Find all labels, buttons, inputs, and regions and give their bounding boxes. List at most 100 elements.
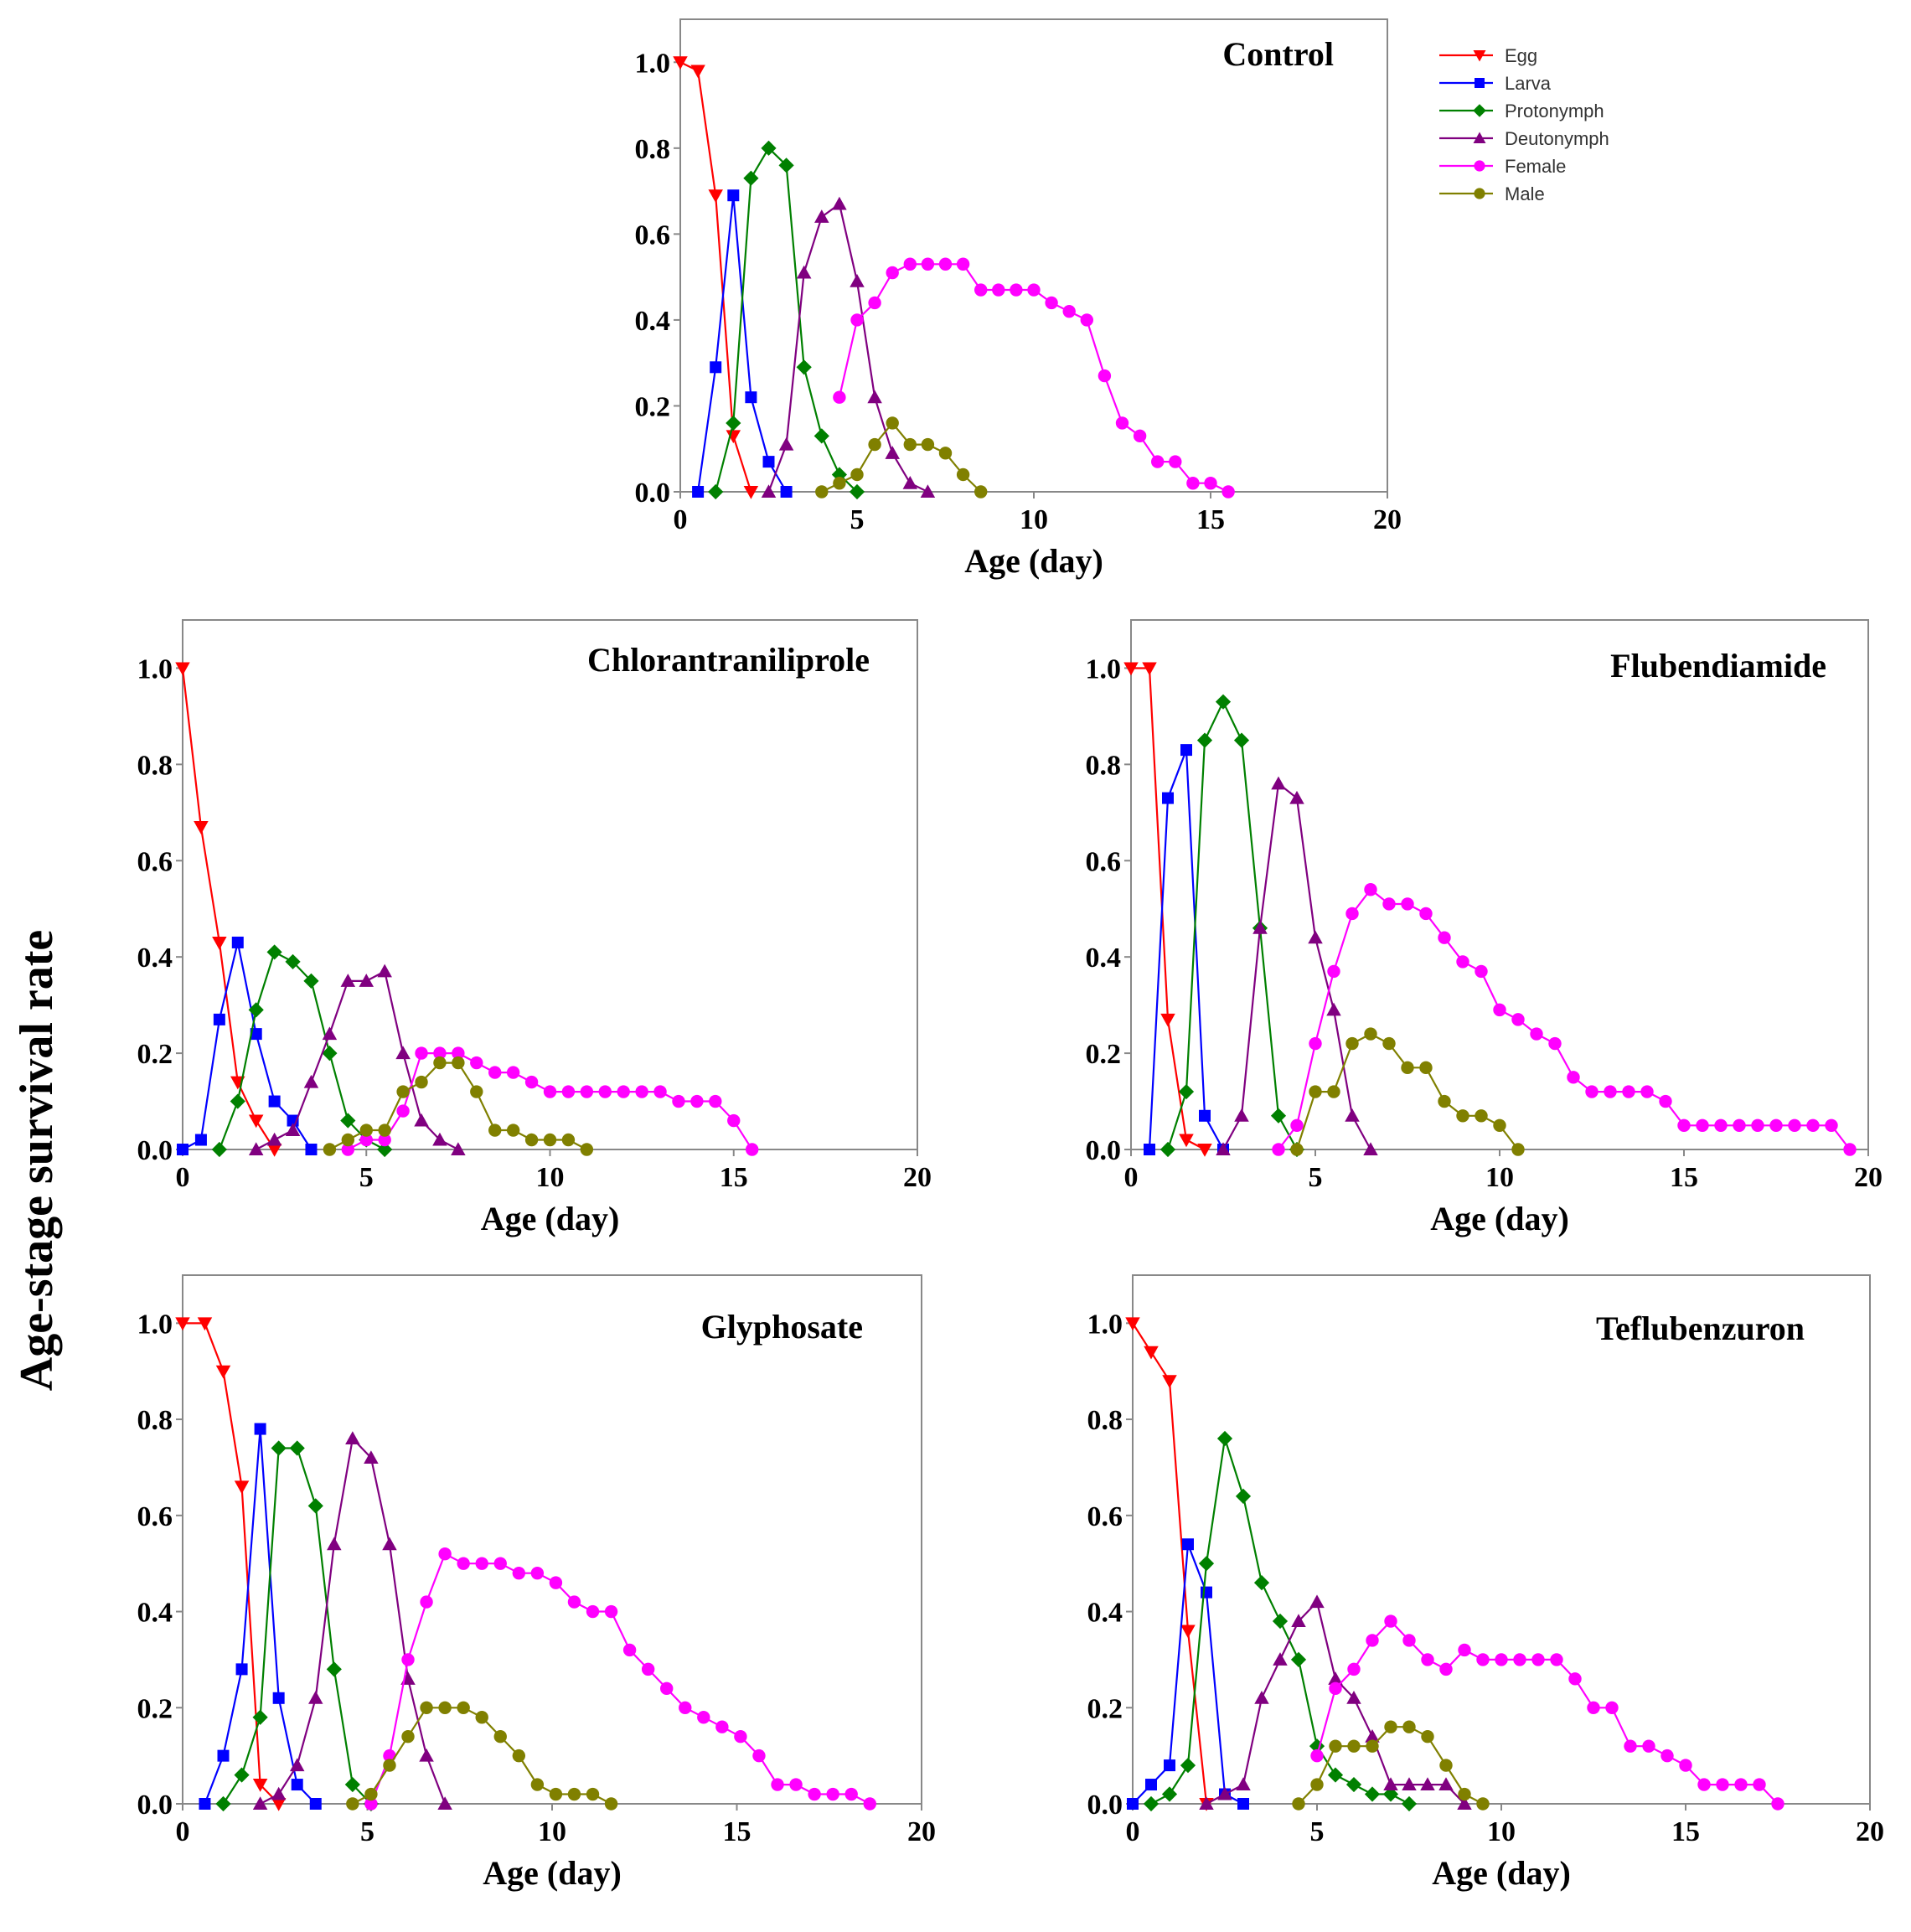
data-point-larva: [1162, 792, 1174, 804]
x-tick-label: 0: [176, 1162, 190, 1193]
data-point-male: [815, 485, 829, 498]
x-tick-label: 20: [1856, 1816, 1884, 1847]
data-point-larva: [305, 1144, 318, 1155]
data-point-male: [1456, 1109, 1469, 1123]
legend-marker-protonymph: [1473, 104, 1486, 117]
y-tick-label: 0.6: [137, 846, 173, 877]
data-point-female: [1567, 1071, 1580, 1084]
data-point-female: [543, 1085, 557, 1098]
data-point-female: [921, 257, 935, 271]
data-point-larva: [217, 1749, 230, 1762]
y-tick-label: 0.0: [137, 1790, 173, 1821]
data-point-protonymph: [303, 973, 319, 989]
data-point-female: [1290, 1118, 1304, 1132]
data-point-protonymph: [708, 483, 724, 500]
data-point-female: [938, 257, 953, 271]
data-point-female: [1456, 955, 1469, 969]
series-line-male: [821, 421, 982, 493]
data-point-deutonymph: [382, 1537, 397, 1551]
y-tick-label: 0.8: [635, 134, 671, 165]
y-tick-label: 1.0: [137, 1309, 173, 1340]
x-tick-label: 5: [359, 1162, 374, 1193]
data-point-male: [1309, 1085, 1322, 1098]
data-point-deutonymph: [451, 1142, 466, 1155]
data-point-male: [580, 1143, 594, 1156]
data-point-female: [1402, 1634, 1416, 1647]
panel-title: Glyphosate: [701, 1308, 863, 1346]
data-point-female: [506, 1066, 520, 1079]
data-point-female: [1530, 1027, 1543, 1041]
data-point-female: [604, 1604, 618, 1619]
data-point-protonymph: [1215, 694, 1232, 710]
data-point-protonymph: [340, 1113, 356, 1129]
data-point-female: [745, 1143, 759, 1156]
data-point-deutonymph: [1236, 1777, 1251, 1791]
data-point-male: [1401, 1061, 1414, 1075]
data-point-female: [635, 1085, 648, 1098]
legend-label: Protonymph: [1505, 101, 1604, 121]
data-point-female: [992, 283, 1005, 297]
data-point-deutonymph: [778, 437, 794, 451]
data-point-protonymph: [1178, 1083, 1195, 1100]
data-point-female: [470, 1056, 483, 1070]
data-point-female: [1080, 313, 1094, 327]
data-point-protonymph: [230, 1093, 245, 1109]
y-tick-label: 0.2: [1086, 1039, 1122, 1070]
data-point-larva: [1127, 1798, 1139, 1810]
series-protonymph: [215, 1440, 380, 1812]
x-tick-label: 10: [1487, 1816, 1516, 1847]
x-tick-label: 20: [1373, 504, 1402, 535]
series-line-protonymph: [218, 950, 385, 1150]
data-point-female: [1585, 1085, 1599, 1098]
y-tick-label: 1.0: [137, 653, 173, 684]
y-tick-label: 0.0: [1087, 1790, 1123, 1821]
x-axis-label: Age (day): [1430, 1200, 1569, 1237]
data-point-male: [359, 1124, 373, 1137]
data-point-female: [1714, 1118, 1728, 1132]
data-point-female: [524, 1075, 539, 1089]
data-point-female: [401, 1653, 415, 1666]
series-deutonymph: [248, 963, 466, 1155]
data-point-female: [1115, 416, 1129, 430]
data-point-deutonymph: [345, 1431, 360, 1445]
data-point-egg: [175, 662, 190, 676]
data-point-male: [1493, 1118, 1506, 1132]
data-point-male: [1384, 1720, 1397, 1733]
data-point-female: [415, 1046, 428, 1060]
data-point-female: [715, 1720, 729, 1733]
data-point-female: [1204, 477, 1217, 490]
data-point-egg: [743, 486, 759, 499]
data-point-female: [1806, 1118, 1820, 1132]
data-point-deutonymph: [432, 1132, 447, 1146]
data-point-male: [396, 1085, 410, 1098]
data-point-protonymph: [1364, 1786, 1381, 1802]
data-point-female: [690, 1094, 704, 1108]
data-point-female: [1659, 1094, 1672, 1108]
data-point-deutonymph: [308, 1691, 323, 1704]
data-point-female: [1531, 1653, 1545, 1666]
x-tick-label: 15: [1671, 1816, 1700, 1847]
legend-label: Deutonymph: [1505, 128, 1609, 149]
data-point-deutonymph: [796, 265, 812, 279]
panel-chlorantraniliprole: 0.0 0.2 0.4 0.6 0.8 1.0 0 5 10 15 20 Age (day) Chlor…: [137, 619, 932, 1237]
data-point-female: [1642, 1739, 1655, 1753]
data-point-deutonymph: [266, 1132, 282, 1146]
data-point-egg: [212, 936, 227, 950]
data-point-larva: [213, 1013, 225, 1025]
data-point-deutonymph: [322, 1026, 338, 1041]
data-point-male: [470, 1085, 483, 1098]
data-point-male: [886, 416, 899, 430]
data-point-female: [1186, 477, 1200, 490]
data-point-larva: [199, 1798, 211, 1810]
data-point-male: [903, 437, 917, 452]
series-line-protonymph: [1166, 700, 1298, 1150]
plot-frame: [1130, 619, 1869, 1150]
data-point-egg: [1180, 1625, 1196, 1639]
data-point-male: [438, 1701, 452, 1714]
y-tick-label: 0.2: [137, 1693, 173, 1724]
data-point-female: [1548, 1036, 1562, 1051]
data-point-female: [808, 1787, 821, 1801]
data-point-protonymph: [1401, 1795, 1418, 1812]
data-point-male: [378, 1124, 391, 1137]
data-point-female: [1624, 1739, 1637, 1753]
